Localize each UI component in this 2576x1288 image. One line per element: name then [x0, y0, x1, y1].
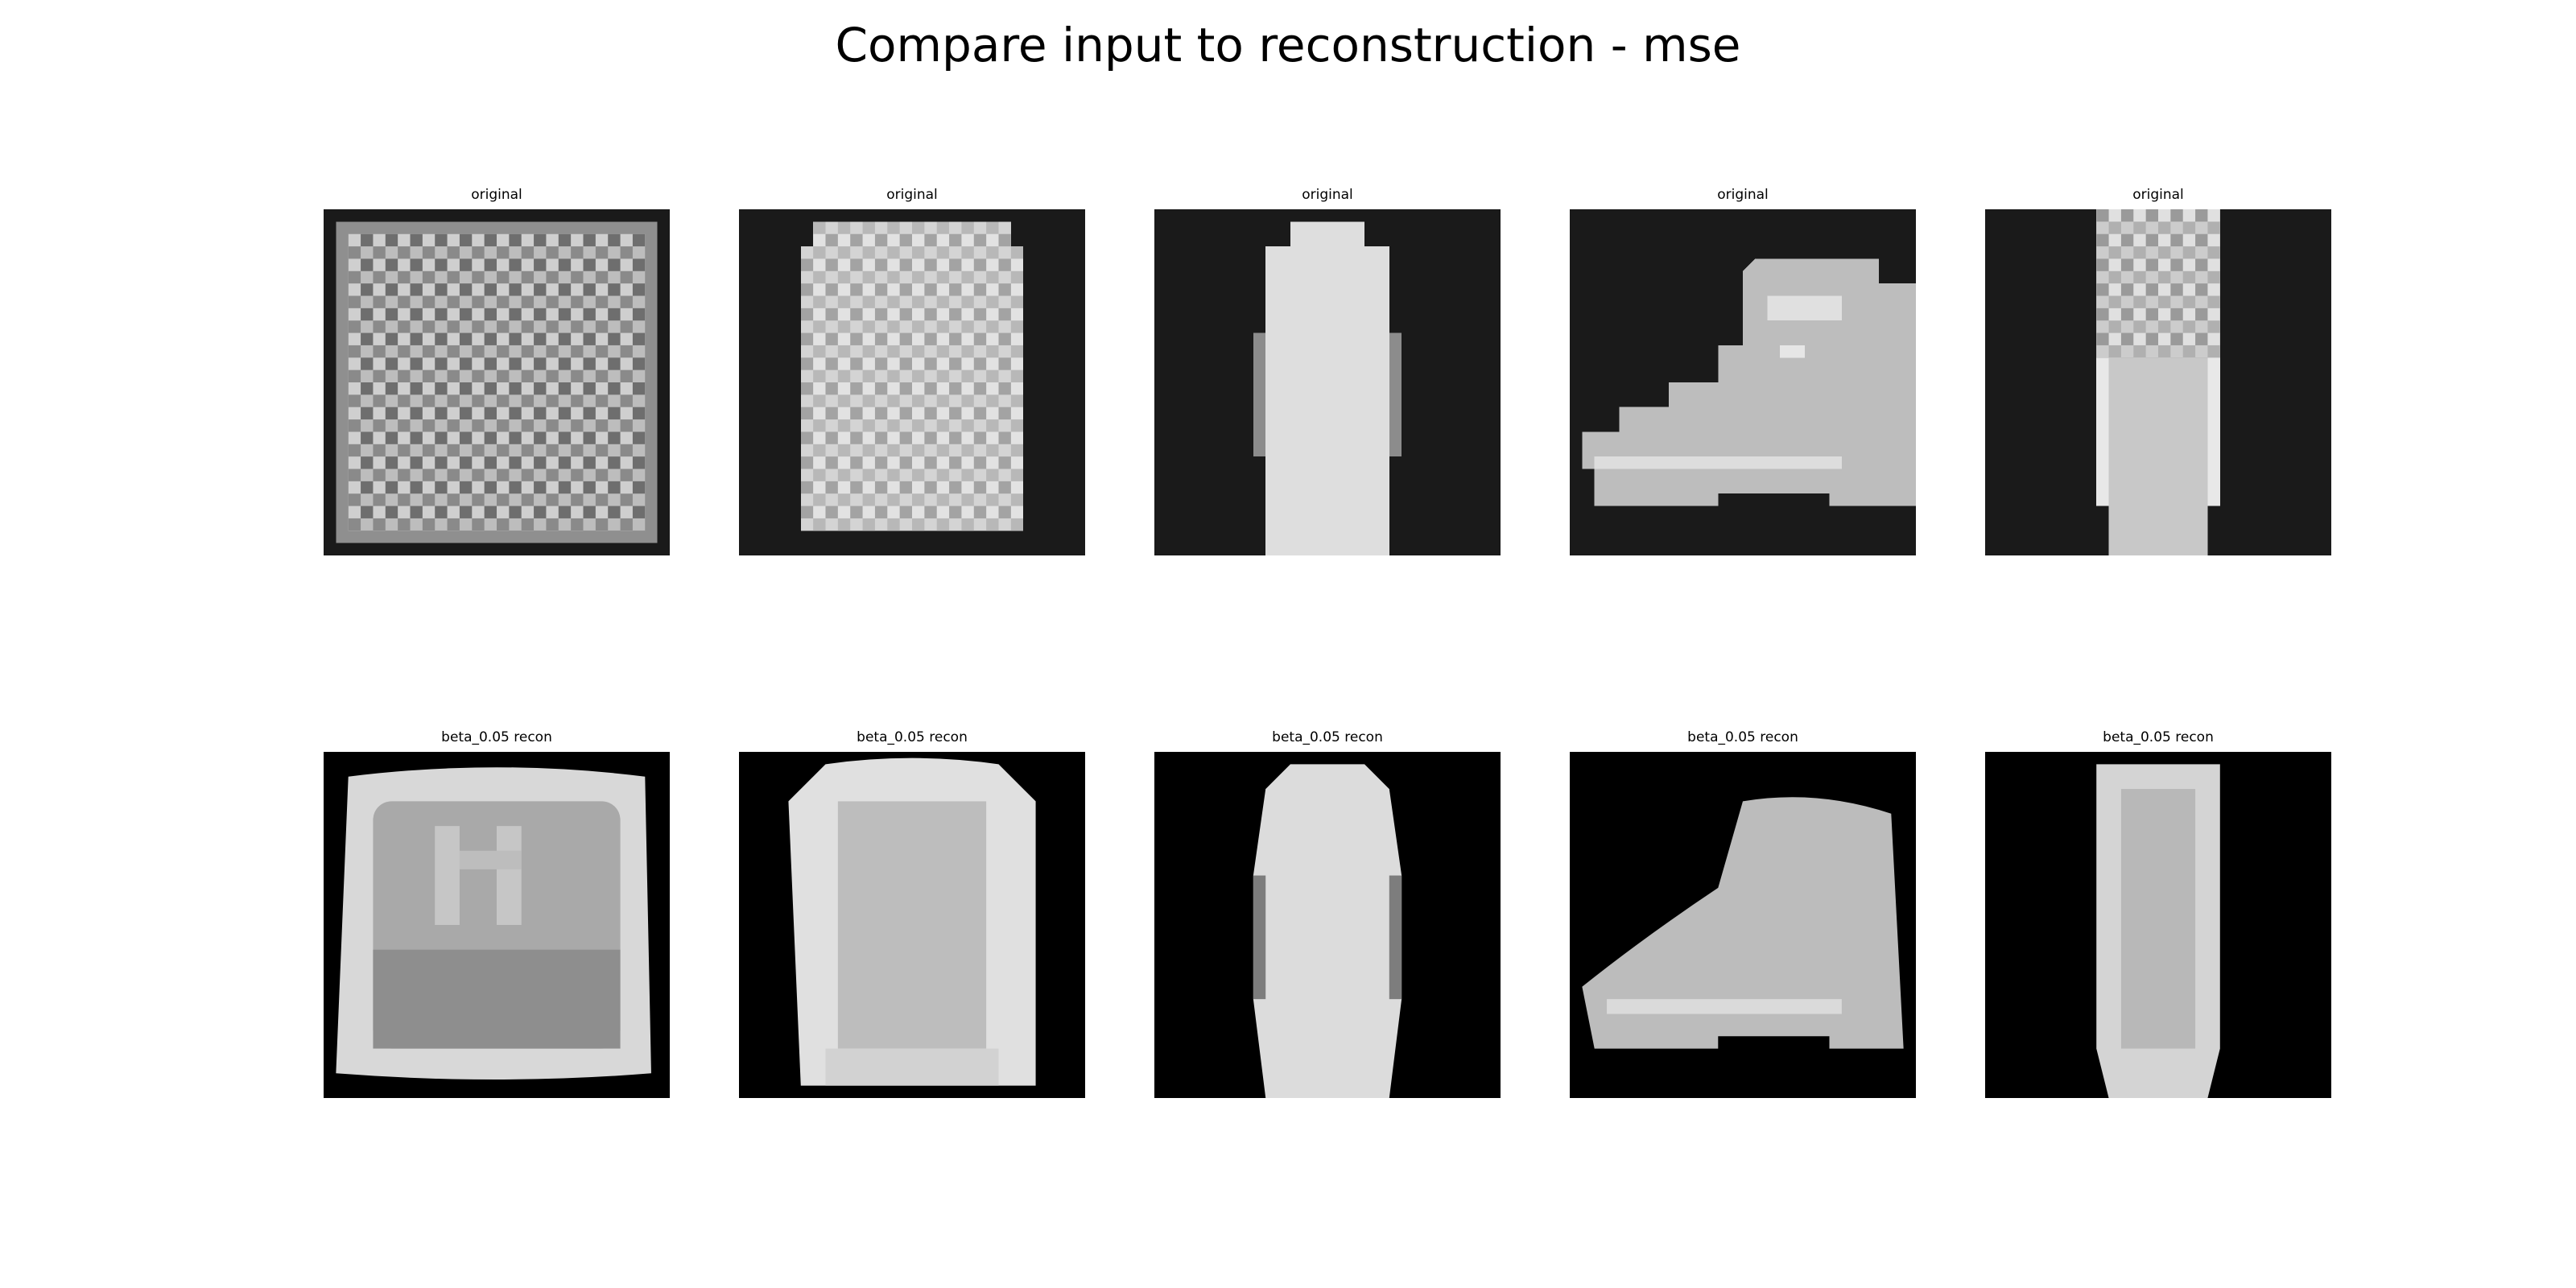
panel-title: original	[1717, 187, 1769, 203]
panel-title: original	[1302, 187, 1353, 203]
panel-title: beta_0.05 recon	[857, 729, 968, 745]
original-boot-image	[1570, 209, 1916, 555]
panel-title: beta_0.05 recon	[441, 729, 552, 745]
original-dress-image	[1154, 209, 1501, 555]
original-sweater-image	[739, 209, 1085, 555]
recon-dress-image	[1985, 752, 2331, 1098]
recon-shirt-image	[324, 752, 670, 1098]
original-shirt-image	[324, 209, 670, 555]
figure-title: Compare input to reconstruction - mse	[835, 18, 1741, 72]
panel-title: beta_0.05 recon	[1687, 729, 1798, 745]
panel-title: original	[886, 187, 938, 203]
recon-sweater-image	[739, 752, 1085, 1098]
panel-title: original	[471, 187, 522, 203]
panel-title: beta_0.05 recon	[1272, 729, 1383, 745]
recon-dress-image	[1154, 752, 1501, 1098]
recon-boot-image	[1570, 752, 1916, 1098]
original-patterned-dress-image	[1985, 209, 2331, 555]
panel-title: beta_0.05 recon	[2103, 729, 2214, 745]
panel-title: original	[2132, 187, 2184, 203]
